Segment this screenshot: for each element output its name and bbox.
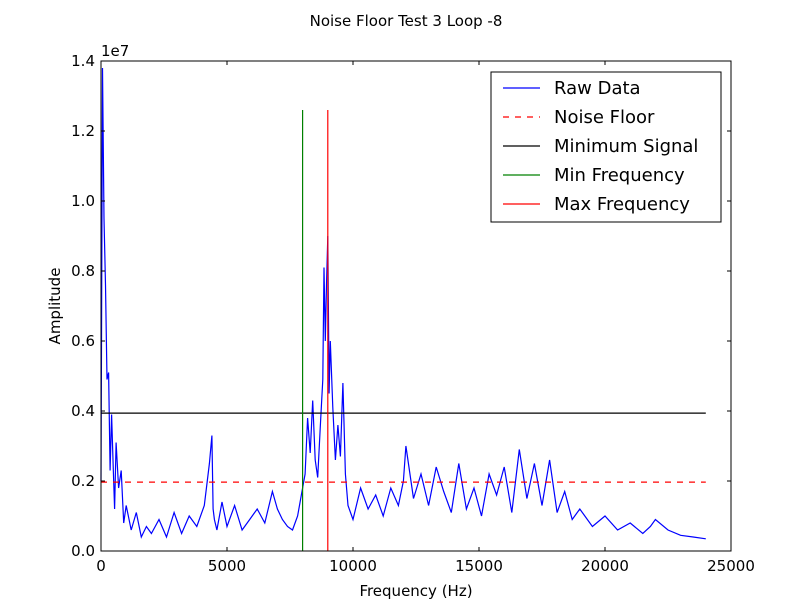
x-tick-label: 10000	[329, 557, 377, 575]
plot-frame	[100, 60, 732, 552]
y-tick-label: 0.8	[71, 262, 95, 280]
axis-ticks: 0 5000 10000 15000 20000 25000 0.0 0.2 0.4 0.6 0.8…	[71, 52, 755, 575]
x-tick-label: 0	[96, 557, 106, 575]
y-tick-label: 1.4	[71, 52, 95, 70]
y-offset-label: 1e7	[101, 42, 129, 60]
series-raw-data	[100, 67, 706, 540]
legend-label-min-frequency: Min Frequency	[554, 165, 685, 186]
x-tick-label: 5000	[208, 557, 246, 575]
x-tick-label: 25000	[707, 557, 755, 575]
legend-box	[490, 71, 722, 223]
y-axis-label: Amplitude	[46, 268, 64, 345]
y-tick-label: 0.6	[71, 332, 95, 350]
y-tick-label: 0.2	[71, 472, 95, 490]
y-tick-label: 0.0	[71, 542, 95, 560]
legend-label-minimum-signal: Minimum Signal	[554, 136, 698, 157]
y-tick-label: 0.4	[71, 402, 95, 420]
legend: Raw Data Noise Floor Minimum Signal Min Fre…	[490, 71, 722, 223]
series-layer	[100, 67, 706, 551]
x-tick-label: 20000	[581, 557, 629, 575]
y-tick-label: 1.2	[71, 122, 95, 140]
legend-label-noise-floor: Noise Floor	[554, 107, 655, 128]
chart-title: Noise Floor Test 3 Loop -8	[310, 12, 503, 30]
x-axis-label: Frequency (Hz)	[359, 582, 472, 600]
y-tick-label: 1.0	[71, 192, 95, 210]
x-tick-label: 15000	[455, 557, 503, 575]
legend-label-raw-data: Raw Data	[554, 78, 641, 99]
legend-label-max-frequency: Max Frequency	[554, 194, 690, 215]
